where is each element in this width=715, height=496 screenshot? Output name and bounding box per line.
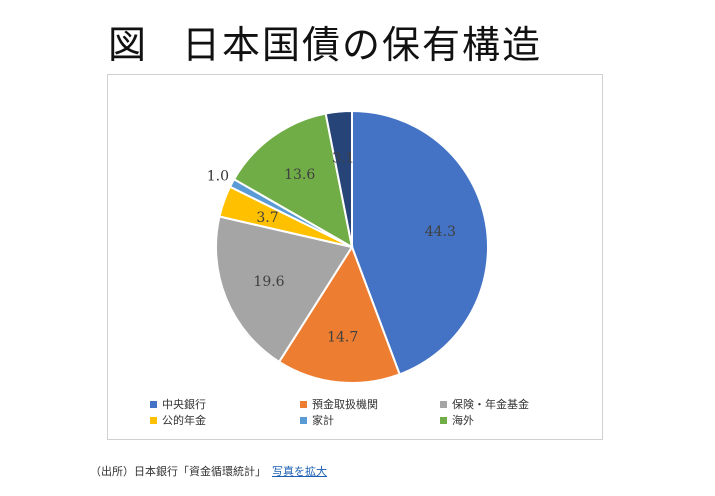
title-prefix: 図	[108, 23, 149, 67]
legend-item: 保険・年金基金	[440, 396, 529, 412]
pie-slice	[277, 244, 401, 384]
slice-value-label: 1.0	[207, 169, 229, 185]
pie-chart: 44.3 14.7 19.6 3.7 1.0 13.6 3.1	[207, 109, 489, 384]
legend-label: 中央銀行	[162, 398, 206, 411]
source-text: （出所）日本銀行「資金循環統計」	[90, 465, 266, 478]
legend-swatch	[300, 400, 307, 408]
legend-item: 預金取扱機関	[300, 396, 378, 412]
legend-swatch	[300, 416, 307, 424]
slice-value-label: 44.3	[425, 224, 456, 240]
legend-swatch	[150, 416, 157, 424]
legend-label: 海外	[452, 414, 474, 427]
legend-label: 預金取扱機関	[312, 398, 378, 411]
legend-item: 海外	[440, 412, 474, 428]
legend-swatch	[440, 400, 447, 408]
pie-slice	[215, 215, 354, 364]
legend-label: 公的年金	[162, 414, 206, 427]
pie-slice	[232, 112, 354, 249]
pie-slice	[324, 109, 353, 248]
pie-slice	[351, 109, 489, 376]
slice-value-label: 3.7	[256, 210, 278, 226]
legend-swatch	[440, 416, 447, 424]
slice-value-label: 13.6	[284, 167, 315, 183]
legend-item: 公的年金	[150, 412, 206, 428]
page-title: 図日本国債の保有構造	[108, 14, 542, 69]
legend-swatch	[150, 400, 157, 408]
source-note: （出所）日本銀行「資金循環統計」 写真を拡大	[90, 463, 327, 479]
slice-value-label: 19.6	[253, 274, 284, 290]
enlarge-photo-link[interactable]: 写真を拡大	[272, 465, 327, 478]
legend-label: 家計	[312, 414, 334, 427]
legend-label: 保険・年金基金	[452, 398, 529, 411]
pie-chart-panel: 44.3 14.7 19.6 3.7 1.0 13.6 3.1 中央銀行 預金取扱機関 保険・年…	[107, 74, 603, 440]
legend-item: 家計	[300, 412, 334, 428]
legend-item: 中央銀行	[150, 396, 206, 412]
slice-value-label: 14.7	[327, 329, 358, 345]
slice-value-label: 3.1	[332, 151, 354, 167]
title-main: 日本国債の保有構造	[182, 23, 543, 67]
